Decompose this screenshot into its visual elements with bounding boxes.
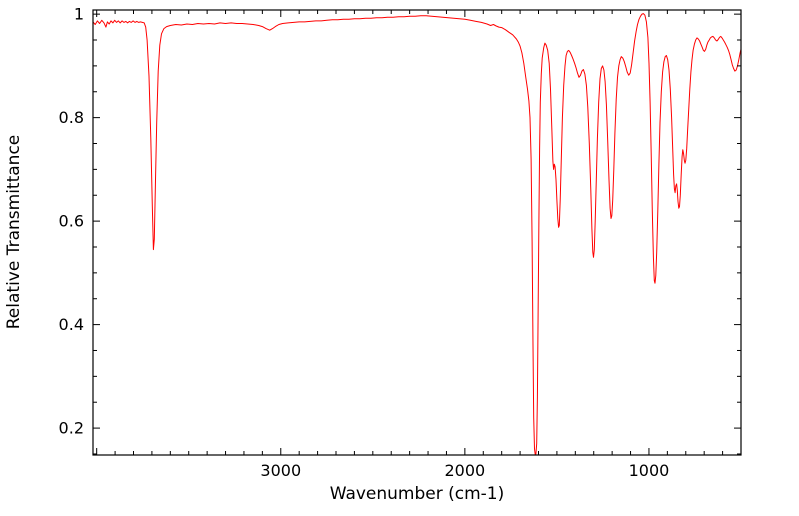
labels-group: 3000 2000 1000 0.2 0.4 0.6 0.8 1 [59, 5, 670, 480]
x-tick-label: 3000 [260, 461, 301, 480]
y-tick-label: 0.8 [59, 108, 84, 127]
ticks-group [93, 10, 742, 455]
y-tick-label: 0.6 [59, 212, 84, 231]
y-tick-label: 0.4 [59, 315, 84, 334]
x-tick-label: 2000 [445, 461, 486, 480]
x-axis-label: Wavenumber (cm-1) [330, 484, 505, 504]
y-tick-label: 1 [74, 5, 84, 24]
y-axis-label: Relative Transmittance [4, 135, 24, 330]
plot-border [92, 9, 742, 456]
y-tick-label: 0.2 [59, 419, 84, 438]
spectrum-line [92, 13, 742, 455]
x-tick-label: 1000 [629, 461, 670, 480]
series-group [92, 13, 742, 455]
